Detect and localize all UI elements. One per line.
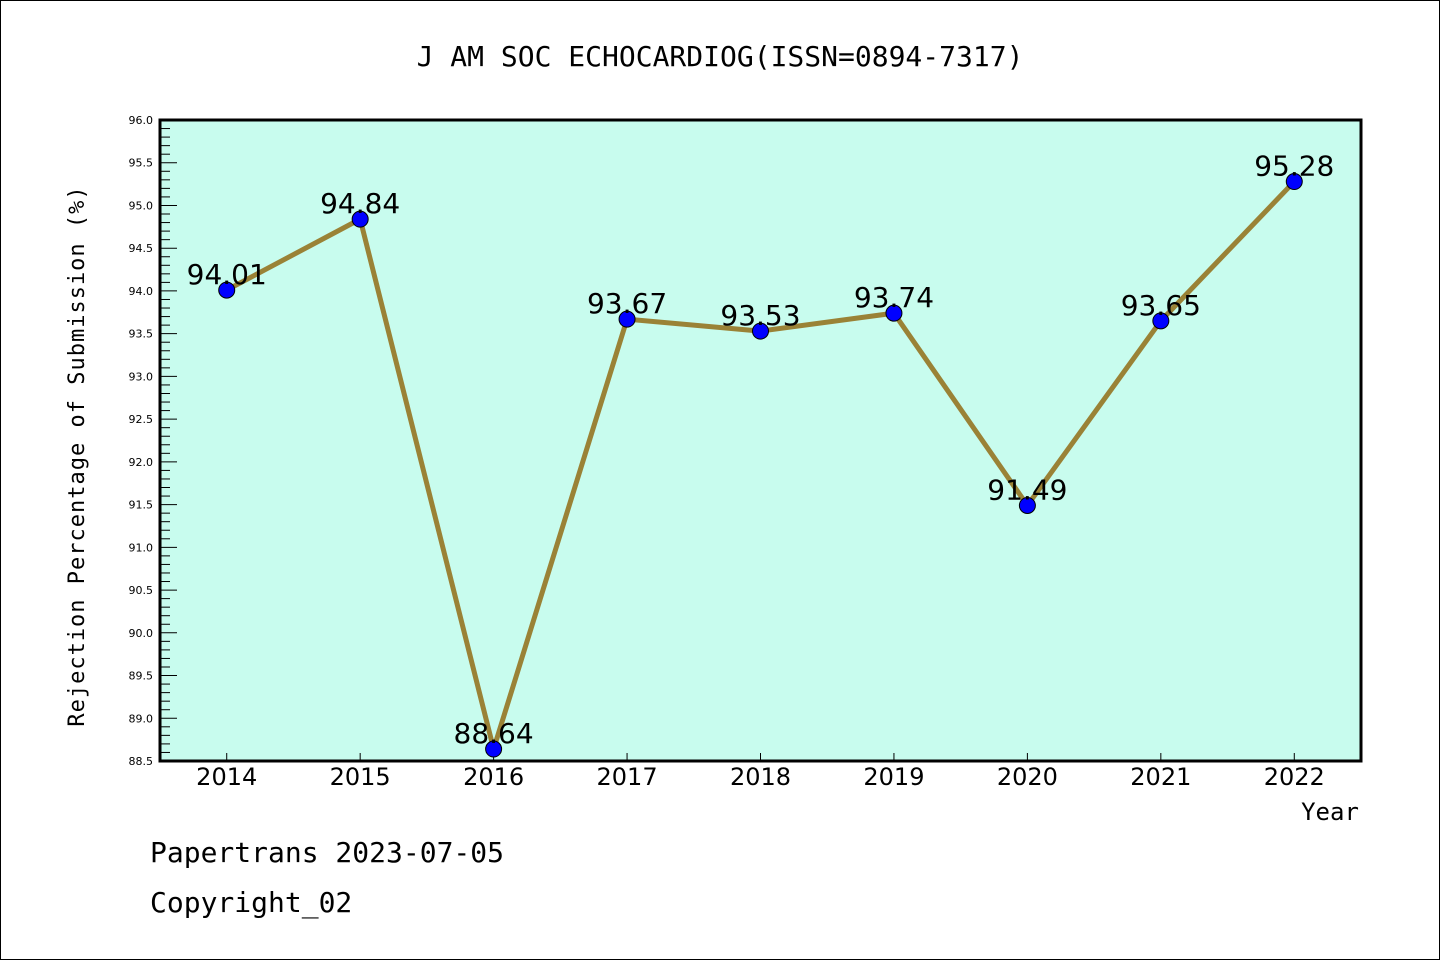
y-tick-label: 91.0 <box>129 541 154 554</box>
y-tick-label: 90.0 <box>129 627 154 640</box>
data-point <box>1285 173 1303 191</box>
data-label: 93.74 <box>854 281 934 314</box>
y-tick-label: 91.5 <box>129 499 154 512</box>
data-label: 93.65 <box>1121 289 1201 322</box>
y-tick-label: 95.0 <box>129 199 154 212</box>
y-axis-label: Rejection Percentage of Submission (%) <box>65 185 90 726</box>
data-point <box>351 210 369 228</box>
data-label: 94.01 <box>187 258 267 291</box>
x-tick-label: 2020 <box>997 763 1058 791</box>
data-point <box>752 322 769 340</box>
y-tick-label: 94.5 <box>129 242 154 255</box>
data-point <box>885 304 903 322</box>
y-tick-label: 89.0 <box>129 712 154 725</box>
data-label: 88.64 <box>454 717 534 750</box>
x-tick-label: 2018 <box>730 763 791 791</box>
data-point <box>1152 312 1170 330</box>
data-label: 91.49 <box>987 473 1067 506</box>
x-tick-label: 2019 <box>863 763 924 791</box>
x-tick-label: 2021 <box>1130 763 1191 791</box>
y-tick-label: 89.5 <box>129 670 154 683</box>
data-point <box>1018 496 1036 514</box>
y-tick-label: 95.5 <box>129 157 154 170</box>
y-tick-label: 93.5 <box>129 328 154 341</box>
data-label: 95.28 <box>1254 150 1334 183</box>
footer-date: Papertrans 2023-07-05 <box>150 836 505 869</box>
y-tick-label: 93.0 <box>129 370 154 383</box>
data-point <box>218 281 236 299</box>
data-label: 93.67 <box>587 287 667 320</box>
x-axis-label: Year <box>1301 798 1359 826</box>
x-tick-label: 2016 <box>463 763 524 791</box>
data-point <box>618 310 636 328</box>
footer-copyright: Copyright_02 <box>150 886 353 919</box>
x-tick-label: 2015 <box>330 763 391 791</box>
chart-title: J AM SOC ECHOCARDIOG(ISSN=0894-7317) <box>417 40 1024 73</box>
y-tick-label: 92.0 <box>129 456 154 469</box>
data-label: 93.53 <box>720 299 800 332</box>
data-label: 94.84 <box>320 187 400 220</box>
data-point <box>485 740 503 758</box>
x-tick-label: 2022 <box>1264 763 1325 791</box>
y-tick-label: 88.5 <box>129 755 154 768</box>
x-tick-label: 2017 <box>597 763 658 791</box>
y-tick-label: 90.5 <box>129 584 154 597</box>
x-tick-label: 2014 <box>196 763 257 791</box>
y-tick-label: 96.0 <box>129 114 154 127</box>
y-tick-label: 92.5 <box>129 413 154 426</box>
y-tick-label: 94.0 <box>129 285 154 298</box>
